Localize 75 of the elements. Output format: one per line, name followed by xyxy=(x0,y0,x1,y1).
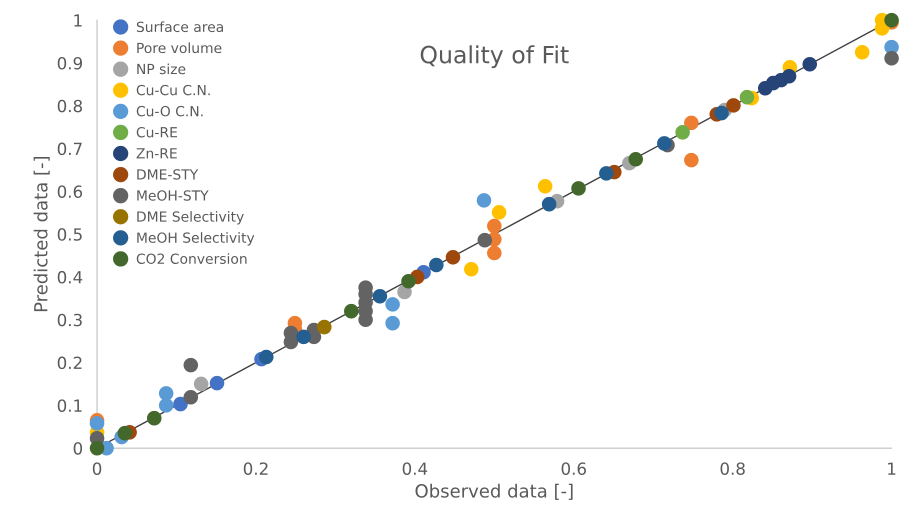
point xyxy=(487,218,502,234)
point xyxy=(118,426,132,440)
point xyxy=(90,416,104,431)
point xyxy=(740,90,754,104)
point xyxy=(714,106,729,120)
point xyxy=(317,320,332,334)
legend-label: Cu-O C.N. xyxy=(136,106,203,116)
point xyxy=(385,316,400,330)
point xyxy=(385,297,400,312)
point xyxy=(542,196,556,212)
point xyxy=(657,136,672,151)
y-tick-label: 0.7 xyxy=(58,142,82,156)
text: Quality of Fit xyxy=(420,45,569,68)
y-tick-label: 0.6 xyxy=(58,185,82,198)
legend-label: NP size xyxy=(137,64,186,74)
y-tick-label: 0.9 xyxy=(58,56,82,70)
point xyxy=(684,116,699,130)
point xyxy=(487,246,502,260)
point xyxy=(158,398,174,413)
point xyxy=(194,376,208,392)
x-tick-label: 0.2 xyxy=(244,462,268,475)
x-tick-label: 0.8 xyxy=(720,462,745,475)
legend-label: Cu-Cu C.N. xyxy=(136,84,210,96)
x-tick-label: 0 xyxy=(92,462,102,475)
point xyxy=(158,386,174,401)
point xyxy=(173,396,188,412)
point xyxy=(476,193,492,208)
legend-label: MeOH Selectivity xyxy=(137,232,254,246)
legend-label: Pore volume xyxy=(137,42,222,54)
x-axis-title: Observed data [-] xyxy=(416,484,573,500)
y-tick-label: 0.5 xyxy=(58,228,82,241)
point xyxy=(372,288,388,304)
point xyxy=(477,232,492,248)
point xyxy=(492,205,506,220)
y-tick-label: 0 xyxy=(74,442,82,455)
point xyxy=(802,56,818,72)
legend-label: Zn-RE xyxy=(136,148,177,158)
point xyxy=(599,166,614,181)
point xyxy=(571,181,586,196)
point xyxy=(464,262,479,277)
point xyxy=(538,178,552,194)
x-tick-label: 0.6 xyxy=(562,462,586,475)
point xyxy=(446,250,460,265)
y-tick-label: 1 xyxy=(74,14,82,27)
point xyxy=(675,125,690,140)
legend-label: DME Selectivity xyxy=(137,211,244,225)
point xyxy=(344,304,359,318)
y-tick-label: 0.4 xyxy=(58,270,82,284)
point xyxy=(884,50,899,66)
point xyxy=(854,44,870,60)
point xyxy=(90,440,104,456)
point xyxy=(628,152,644,167)
y-tick-label: 0.3 xyxy=(58,314,82,326)
y-tick-label: 0.2 xyxy=(58,356,82,370)
legend-label: MeOH-STY xyxy=(137,190,209,201)
point xyxy=(184,358,198,372)
point xyxy=(684,152,699,168)
y-axis-title: Predicted data [-] xyxy=(34,156,50,312)
y-tick-label: 0.8 xyxy=(58,100,82,112)
point xyxy=(782,68,796,84)
point xyxy=(184,390,198,405)
point xyxy=(429,258,444,272)
y-tick-label: 0.1 xyxy=(58,399,82,412)
point xyxy=(401,274,416,289)
legend-label: Surface area xyxy=(136,21,223,32)
point xyxy=(210,376,224,390)
legend-label: Cu-RE xyxy=(136,126,177,138)
legend-label: DME-STY xyxy=(137,169,198,180)
point xyxy=(146,410,162,426)
point xyxy=(726,98,741,113)
legend-label: CO2 Conversion xyxy=(136,253,247,264)
point xyxy=(296,330,311,344)
x-tick-label: 1 xyxy=(888,462,896,475)
x-tick-label: 0.4 xyxy=(402,462,428,475)
point xyxy=(259,350,274,364)
